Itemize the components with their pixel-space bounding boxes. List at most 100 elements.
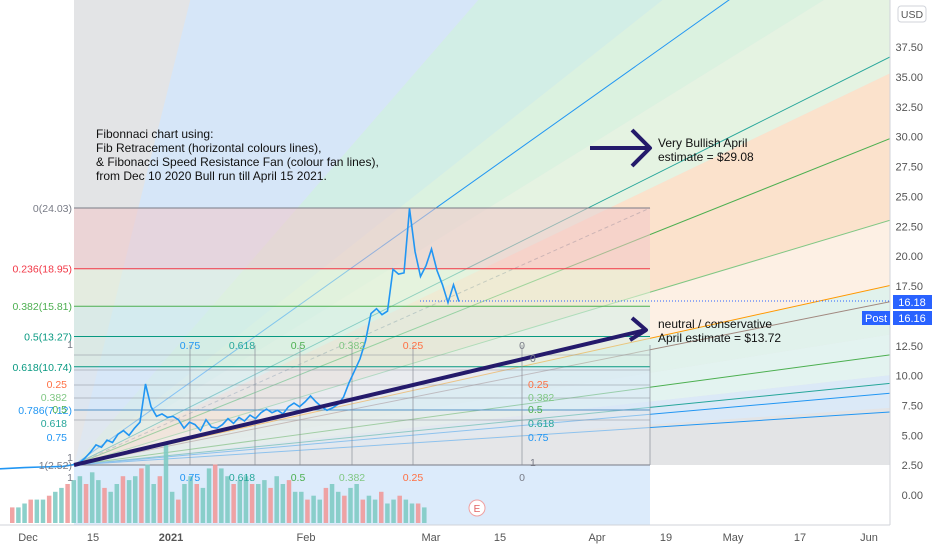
fan-bottom-label: 0 [519,472,525,484]
volume-bar [157,476,163,523]
time-tick-label: Mar [422,532,441,544]
fan-left-label: 0.25 [47,379,68,391]
post-price-badge [893,311,932,325]
volume-bar [65,484,70,523]
fib-labels: 0(24.03) 0.236(18.95) 0.382(15.81) 0.5(13.2… [12,203,554,484]
volume-bar [200,487,206,523]
price-tick-label: 22.50 [895,221,923,233]
price-axis-bg [890,0,932,550]
time-tick-label: Jun [860,532,878,544]
volume-bar [262,480,267,523]
fib-grid [74,207,651,466]
volume-bar [40,499,46,523]
volume-bar [274,476,279,523]
fan-bottom-label: 0.75 [180,472,201,484]
volume-bar [188,476,193,523]
volume-bar [335,491,341,523]
annotation-line-2: & Fibonacci Speed Resistance Fan (colour… [96,155,379,169]
volume-bar [22,503,27,523]
post-badge [862,311,890,325]
volume-bar [286,480,292,523]
bullish-line-1: Very Bullish April [658,136,747,150]
fan-right-label: 0.618 [528,418,554,430]
price-tick-label: 35.00 [895,72,923,84]
fan-top-label: 0.75 [180,340,201,352]
fan-corner-label: 1 [67,472,73,484]
neutral-line-1: neutral / conservative [658,317,772,331]
volume-bar [108,491,113,523]
fan-top-label: 0.5 [291,340,306,352]
fan-left-label: 0.75 [47,432,68,444]
volume-bar [34,499,40,523]
neutral-trend-arrow [73,328,647,467]
fan-bottom-label: 0.382 [339,472,365,484]
volume-bar [96,480,101,523]
retracement-label: 0.618(10.74) [12,362,72,374]
price-series [0,208,890,470]
time-tick-label: Dec [18,532,38,544]
volume-bar [354,484,359,523]
volume-bar [366,495,372,523]
time-tick-label: 17 [794,532,806,544]
fan-right-label: 0.382 [528,392,554,404]
fan-top-label: 0.25 [403,340,424,352]
volume-bar [59,487,64,523]
price-line [24,208,460,469]
retracement-label: 0.382(15.81) [12,301,72,313]
volume-bar [46,495,52,523]
price-tick-label: 10.00 [895,371,923,383]
fan-right-label: 0.75 [528,432,549,444]
volume-bar [249,484,255,523]
retracement-label: 0.5(13.27) [24,332,72,344]
time-tick-label: May [723,532,744,544]
price-tick-label: 30.00 [895,132,923,144]
price-tick-label: 2.50 [902,460,923,472]
price-tick-label: 32.50 [895,102,923,114]
volume-bar [391,499,396,523]
volume-bar [397,495,402,523]
volume-bar [280,484,286,523]
volume-bar [212,464,218,523]
volume-bar [409,503,415,523]
volume-bar [71,480,76,523]
volume-bars [10,445,427,523]
price-tick-label: 5.00 [902,430,923,442]
volume-bar [317,499,322,523]
fan-corner-label: 1 [530,457,536,469]
time-tick-label: Feb [297,532,316,544]
volume-bar [329,484,335,523]
annotation-title: Fibonnaci chart using: [96,127,213,141]
volume-bar [348,487,353,523]
fan-left-label: 0.382 [41,392,67,404]
fan-right-label: 0.25 [528,379,549,391]
price-line-prefix [0,466,25,470]
volume-bar [311,495,316,523]
retracement-band [74,306,650,337]
fan-bottom-label: 0.5 [291,472,306,484]
volume-bar [53,491,58,523]
currency-badge[interactable] [897,5,927,23]
volume-bar [194,484,199,523]
price-axis[interactable]: 37.50 35.00 32.50 30.00 27.50 25.00 22.50 20.00… [889,0,932,550]
price-tick-label: 7.50 [902,400,923,412]
volume-bar [10,507,15,523]
volume-bar [28,499,33,523]
retracement-band [74,268,650,307]
event-marker-icon[interactable] [468,499,486,517]
volume-bar [120,476,126,523]
volume-bar [126,480,132,523]
volume-bar [237,480,243,523]
volume-bar [372,499,378,523]
annotation-line-3: from Dec 10 2020 Bull run till April 15 … [96,169,327,183]
volume-bar [379,491,384,523]
volume-bar [176,499,181,523]
volume-bar [133,476,138,523]
volume-bar [231,484,236,523]
fan-left-label: 0.5 [52,404,67,416]
price-tick-label: 17.50 [895,281,923,293]
annotation-line-1: Fib Retracement (horizontal colours line… [96,141,321,155]
time-axis[interactable]: Dec 15 2021 Feb Mar 15 Apr 19 May 17 Jun [0,524,932,550]
fan-bottom-label: 0.618 [229,472,255,484]
fan-top-label: 0.618 [229,340,255,352]
fan-top-label: 0 [519,340,525,352]
